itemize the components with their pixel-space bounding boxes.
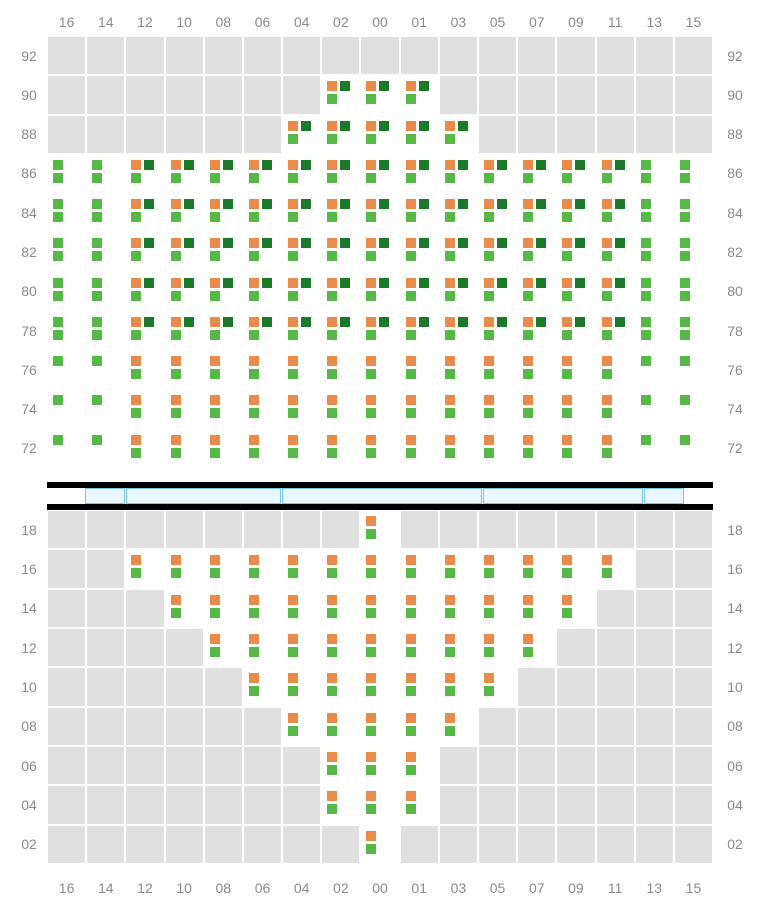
stage-bar [85,488,684,504]
